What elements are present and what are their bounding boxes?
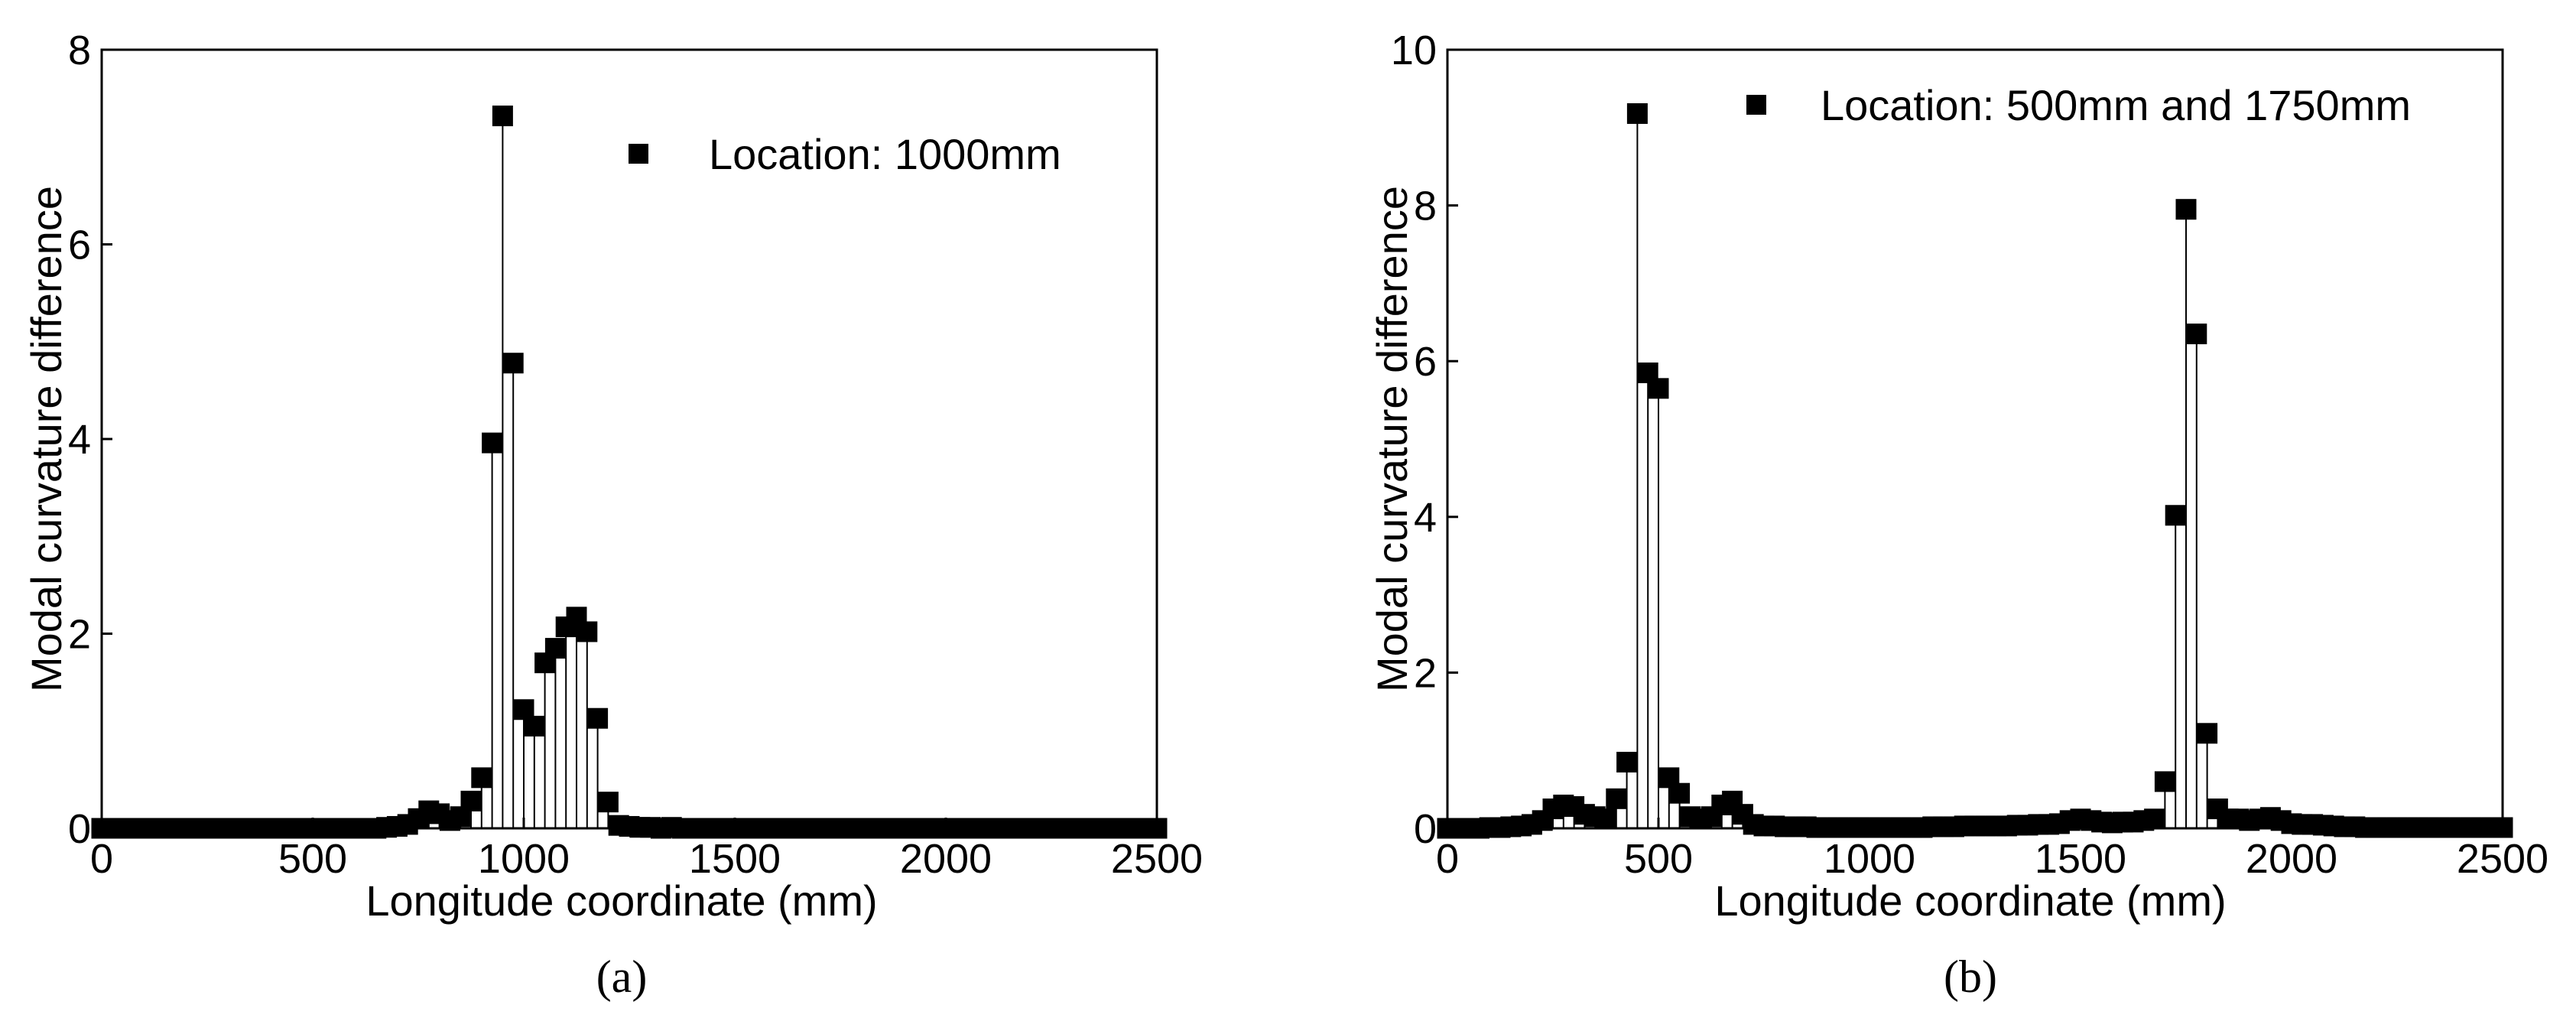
data-point [1606,788,1627,809]
y-tick-label: 6 [1414,339,1437,385]
data-point [460,790,482,811]
data-point [2175,199,2197,220]
y-axis-label: Modal curvature difference [22,186,70,692]
data-point [471,767,492,789]
x-axis-ticks: 0 500 1000 1500 2000 2500 [1436,818,2548,882]
x-axis-label: Longitude coordinate (mm) [1714,877,2226,925]
x-axis-ticks: 0 500 1000 1500 2000 2500 [90,818,1203,882]
data-point [1595,808,1616,830]
y-tick-label: 2 [1414,650,1437,696]
legend-marker [629,144,648,164]
panel-label: (b) [1944,951,1997,1002]
data-point [2154,771,2175,792]
series-layer [91,106,1168,839]
data-point [2144,808,2165,830]
data-point [502,353,524,374]
y-tick-label: 4 [68,417,91,463]
data-point [577,621,598,642]
data-point [1669,782,1691,804]
y-tick-label: 2 [68,612,91,658]
data-point [1648,378,1669,399]
data-point [2165,505,2186,526]
y-tick-label: 6 [68,223,91,268]
panel-label: (a) [596,951,648,1002]
y-axis-ticks: 0 2 4 6 8 10 [1391,28,1458,852]
y-tick-label: 0 [1414,806,1437,852]
data-point [482,432,503,454]
x-tick-label: 0 [90,836,113,882]
x-tick-label: 2500 [1111,836,1203,882]
y-tick-label: 8 [68,28,91,73]
plot-frame [1446,48,2504,830]
x-tick-label: 1500 [689,836,781,882]
data-point [1626,102,1648,124]
x-tick-label: 1000 [1824,836,1915,882]
data-point [492,106,513,127]
data-point [587,707,609,729]
legend-label: Location: 1000mm [709,130,1061,178]
x-tick-label: 2000 [2246,836,2337,882]
x-tick-label: 0 [1436,836,1459,882]
data-point [597,792,619,813]
legend-marker [1746,95,1766,115]
x-tick-label: 1000 [478,836,570,882]
chart-panel-b: 0 500 1000 1500 2000 2500 0 2 4 6 8 10 Location: 5… [1368,28,2548,1002]
x-axis-label: Longitude coordinate (mm) [365,877,877,925]
data-point [524,715,545,737]
data-point [2186,324,2207,345]
y-axis-label: Modal curvature difference [1368,186,1416,692]
data-point [1616,751,1638,772]
y-tick-label: 8 [1414,184,1437,229]
x-tick-label: 2500 [2457,836,2548,882]
y-axis-ticks: 0 2 4 6 8 [68,28,112,852]
x-tick-label: 2000 [900,836,992,882]
series-layer [1437,102,2513,839]
y-tick-label: 0 [68,806,91,852]
data-point [2197,723,2218,744]
data-point [544,638,566,659]
chart-panel-a: 0 500 1000 1500 2000 2500 0 2 4 6 8 Location: 100… [22,28,1203,1002]
x-tick-label: 500 [278,836,347,882]
y-tick-label: 4 [1414,495,1437,541]
y-tick-label: 10 [1391,28,1437,73]
x-tick-label: 1500 [2035,836,2126,882]
legend-label: Location: 500mm and 1750mm [1821,81,2411,129]
x-tick-label: 500 [1624,836,1693,882]
